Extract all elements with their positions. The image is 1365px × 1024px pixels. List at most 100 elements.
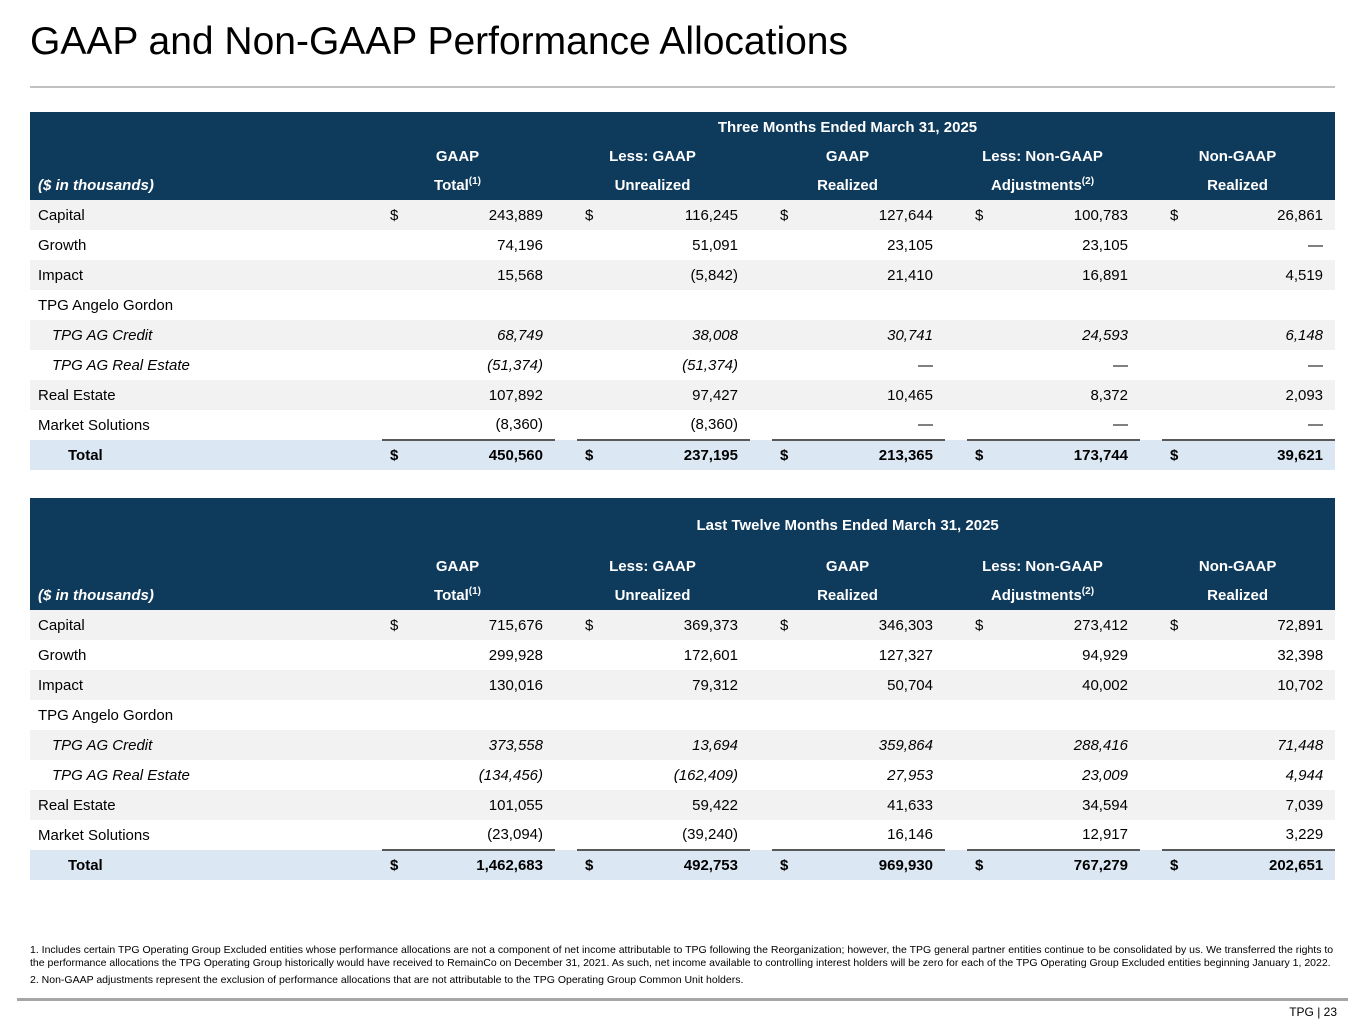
cell-value: 172,601 — [683, 646, 738, 664]
cell-value: (162,409) — [673, 766, 738, 784]
cell-value: 79,312 — [692, 676, 738, 694]
dollar-sign — [382, 790, 414, 820]
dollar-sign — [967, 820, 999, 850]
dollar-sign: $ — [382, 849, 414, 880]
dollar-sign — [382, 700, 414, 730]
cell-value: 34,594 — [1082, 796, 1128, 814]
cell-value: (51,374) — [682, 356, 738, 374]
dollar-sign: $ — [1162, 439, 1194, 470]
column-header-line1: GAAP — [750, 142, 945, 171]
row-label: Growth — [38, 236, 87, 254]
row-label: TPG AG Real Estate — [52, 766, 190, 784]
cell-value: (8,360) — [495, 416, 543, 433]
table-row: Growth 299,928 172,601 127,327 94,929 32,398 — [30, 640, 1336, 670]
cell-value: 373,558 — [488, 736, 543, 754]
row-label: Market Solutions — [38, 826, 150, 844]
units-label: ($ in thousands) — [30, 171, 360, 200]
cell-value: 2,093 — [1285, 386, 1324, 404]
table-row: TPG AG Real Estate (51,374) (51,374) — — — — [30, 350, 1336, 380]
cell-value: (23,094) — [487, 826, 543, 843]
cell-value: 767,279 — [999, 849, 1140, 880]
dollar-sign — [967, 760, 999, 790]
cell-value — [999, 700, 1140, 730]
dollar-sign — [772, 410, 804, 440]
cell-value: 15,568 — [497, 266, 543, 284]
row-label: TPG AG Credit — [52, 326, 153, 344]
dollar-sign — [577, 640, 609, 670]
column-header-line2: Adjustments(2) — [945, 171, 1140, 200]
cell-value — [1194, 290, 1335, 320]
cell-value: 100,783 — [1073, 206, 1128, 224]
dollar-sign: $ — [382, 439, 414, 470]
cell-value: 97,427 — [692, 386, 738, 404]
total-row: Total $1,462,683 $492,753 $969,930 $767,279 $… — [30, 849, 1336, 880]
footnotes: 1. Includes certain TPG Operating Group … — [30, 944, 1335, 987]
dollar-sign — [382, 380, 414, 410]
cell-value: 130,016 — [488, 676, 543, 694]
row-label: TPG Angelo Gordon — [38, 706, 174, 724]
cell-value: 369,373 — [683, 616, 738, 634]
column-header-line1: Less: Non-GAAP — [945, 552, 1140, 581]
dollar-sign — [1162, 760, 1194, 790]
dollar-sign — [772, 350, 804, 380]
cell-value: 127,327 — [878, 646, 933, 664]
dollar-sign — [772, 760, 804, 790]
cell-value: 3,229 — [1285, 826, 1324, 843]
cell-value: 273,412 — [1073, 616, 1128, 634]
table-row: Market Solutions (23,094) (39,240) 16,146 12… — [30, 820, 1336, 850]
cell-value: 40,002 — [1082, 676, 1128, 694]
dollar-sign — [382, 230, 414, 260]
table-row: Growth 74,196 51,091 23,105 23,105 — — [30, 230, 1336, 260]
dollar-sign — [1162, 790, 1194, 820]
cell-value: — — [1113, 416, 1128, 433]
cell-value: 21,410 — [887, 266, 933, 284]
dollar-sign: $ — [967, 849, 999, 880]
column-header-line2: Total(1) — [360, 581, 555, 610]
cell-value: (5,842) — [690, 266, 738, 284]
dollar-sign — [967, 260, 999, 290]
cell-value: 969,930 — [804, 849, 945, 880]
cell-value: 27,953 — [887, 766, 933, 784]
footer-divider — [17, 998, 1348, 1001]
dollar-sign: $ — [1170, 616, 1179, 634]
row-label: Market Solutions — [38, 416, 150, 434]
cell-value: 30,741 — [887, 326, 933, 344]
cell-value: 94,929 — [1082, 646, 1128, 664]
table-row: TPG Angelo Gordon — [30, 290, 1336, 320]
cell-value: 39,621 — [1194, 439, 1336, 470]
dollar-sign — [577, 320, 609, 350]
dollar-sign: $ — [577, 439, 609, 470]
dollar-sign — [577, 350, 609, 380]
cell-value: 50,704 — [887, 676, 933, 694]
column-header-line2: Realized — [750, 171, 945, 200]
dollar-sign — [772, 730, 804, 760]
dollar-sign — [577, 820, 609, 850]
dollar-sign — [967, 410, 999, 440]
column-header-line2: Unrealized — [555, 581, 750, 610]
cell-value: — — [1308, 236, 1324, 254]
cell-value — [414, 700, 555, 730]
dollar-sign — [382, 260, 414, 290]
period-title: Three Months Ended March 31, 2025 — [360, 112, 1336, 142]
cell-value: 23,009 — [1082, 766, 1128, 784]
cell-value: — — [918, 356, 933, 374]
column-header-line1: GAAP — [360, 142, 555, 171]
cell-value — [609, 700, 750, 730]
column-header-line2: Realized — [1140, 581, 1336, 610]
cell-value: 26,861 — [1277, 206, 1324, 224]
cell-value: 68,749 — [497, 326, 543, 344]
dollar-sign — [1162, 700, 1194, 730]
row-label: TPG AG Real Estate — [52, 356, 190, 374]
column-header-line2: Unrealized — [555, 171, 750, 200]
cell-value — [414, 290, 555, 320]
dollar-sign — [967, 290, 999, 320]
row-label: Real Estate — [38, 386, 116, 404]
dollar-sign — [1162, 730, 1194, 760]
table-row: Impact 130,016 79,312 50,704 40,002 10,702 — [30, 670, 1336, 700]
dollar-sign: $ — [585, 206, 594, 224]
dollar-sign — [382, 640, 414, 670]
cell-value: 101,055 — [488, 796, 543, 814]
row-label: Capital — [38, 206, 85, 224]
cell-value: 10,702 — [1277, 676, 1324, 694]
dollar-sign — [967, 640, 999, 670]
